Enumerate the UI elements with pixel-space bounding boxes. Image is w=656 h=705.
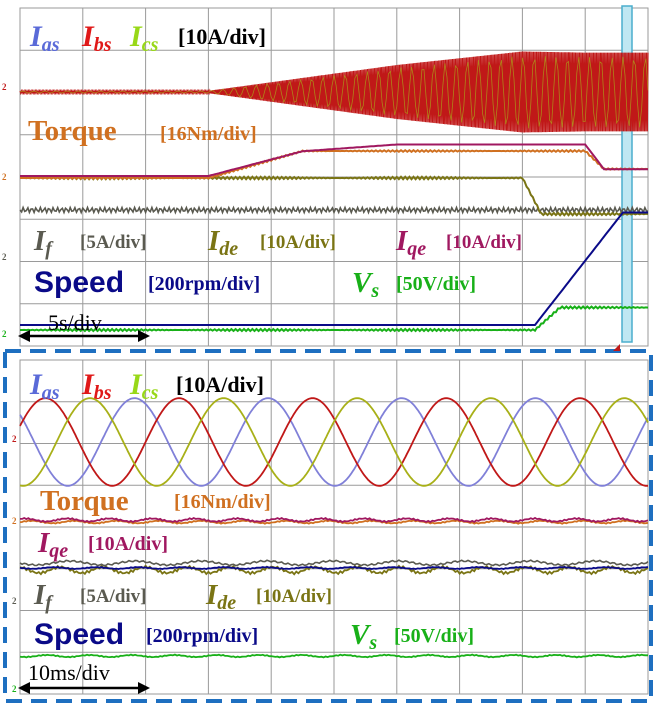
top-iqe-label: Iqe (395, 225, 426, 260)
top-timebase-arrow (18, 330, 150, 342)
top-speed-scale: [200rpm/div] (148, 273, 260, 295)
bottom-ch-marker-1: 2 (12, 434, 17, 444)
top-if-label: If (33, 225, 54, 260)
top-speed-trace (20, 211, 648, 326)
top-speed-label: Speed (34, 266, 124, 299)
top-cursor-marker (621, 5, 633, 343)
bottom-vs-trace (19, 653, 648, 659)
top-iqe-trace (20, 143, 648, 177)
top-ibs-trace (19, 51, 649, 133)
bottom-ias-trace (19, 397, 649, 487)
bottom-speed-label: Speed (34, 618, 124, 651)
top-ide-scale: [10A/div] (260, 232, 336, 253)
bottom-ide-label: Ide (205, 579, 236, 614)
bottom-traces (19, 397, 649, 659)
trigger-marker (613, 344, 620, 351)
top-ch-marker-3: 2 (2, 252, 7, 262)
top-ch-marker-4: 2 (2, 329, 7, 339)
top-ias-label: Ias (29, 20, 60, 56)
top-legend-currents: Ias Ibs Ics [10A/div] (29, 20, 266, 56)
top-torque-trace (20, 148, 649, 181)
bottom-ias-label: Ias (29, 368, 60, 404)
top-currents-scale: [10A/div] (178, 24, 266, 49)
bottom-scope-panel: 2 2 2 2 Ias Ibs Ics [10A/div] Torque [16… (3, 344, 653, 703)
bottom-torque-scale: [16Nm/div] (174, 491, 271, 513)
bottom-timebase-arrow (18, 682, 150, 694)
bottom-ibs-trace (19, 397, 648, 487)
top-vs-scale: [50V/div] (396, 273, 476, 295)
top-scope-panel: 2 2 2 2 Ias Ibs Ics [10A/div] Torque [16… (0, 0, 649, 348)
bottom-speed-scale: [200rpm/div] (146, 625, 258, 647)
top-ibs-label: Ibs (81, 20, 112, 56)
top-vs-trace (20, 305, 649, 333)
bottom-ch-marker-3: 2 (12, 596, 17, 606)
top-timebase-label: 5s/div (48, 310, 102, 335)
bottom-iqe-scale: [10A/div] (88, 533, 168, 555)
top-ch-marker-2: 2 (2, 172, 7, 182)
bottom-timebase-label: 10ms/div (28, 660, 110, 685)
top-iqe-scale: [10A/div] (446, 232, 522, 253)
top-torque-scale: [16Nm/div] (160, 123, 257, 145)
bottom-vs-scale: [50V/div] (394, 625, 474, 647)
top-if-trace (19, 205, 649, 215)
bottom-ch-marker-2: 2 (12, 516, 17, 526)
top-ics-label: Ics (129, 20, 159, 56)
bottom-ch-marker-4: 2 (12, 684, 17, 694)
top-ide-label: Ide (207, 225, 238, 260)
bottom-vs-label: Vs (350, 619, 377, 654)
top-traces (19, 51, 649, 333)
bottom-currents-scale: [10A/div] (176, 372, 264, 397)
bottom-iqe-label: Iqe (37, 527, 68, 562)
top-ics-trace (19, 56, 649, 129)
bottom-ide-trace (19, 564, 649, 576)
bottom-legend-currents: Ias Ibs Ics [10A/div] (29, 368, 264, 404)
top-if-scale: [5A/div] (80, 232, 147, 253)
bottom-torque-label: Torque (40, 485, 129, 517)
bottom-grid-border (19, 359, 649, 695)
bottom-iqe-trace (20, 516, 649, 524)
bottom-if-trace (19, 559, 649, 567)
bottom-ics-label: Ics (129, 368, 159, 404)
bottom-if-label: If (33, 579, 54, 614)
bottom-speed-trace (19, 565, 649, 571)
bottom-ics-trace (19, 397, 649, 487)
bottom-ibs-label: Ibs (81, 368, 112, 404)
top-ch-marker-1: 2 (2, 82, 7, 92)
bottom-ide-scale: [10A/div] (256, 586, 332, 607)
top-vs-label: Vs (352, 267, 379, 302)
bottom-if-scale: [5A/div] (80, 586, 147, 607)
top-torque-label: Torque (28, 115, 117, 147)
